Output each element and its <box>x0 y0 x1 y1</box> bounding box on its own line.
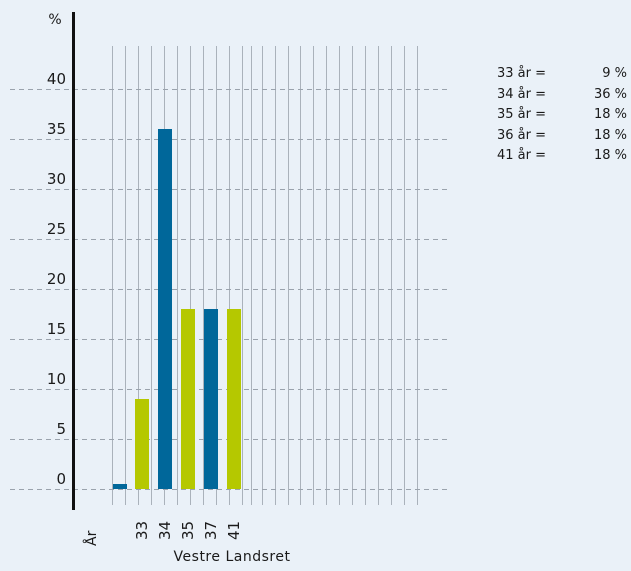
y-tick-label: 40 <box>47 70 66 88</box>
legend-label: 33 år = <box>497 66 547 81</box>
y-tick-label: 0 <box>56 470 66 488</box>
x-axis-label: Vestre Landsret <box>174 549 291 565</box>
legend-row: 35 år = 18 % <box>497 105 629 126</box>
x-axis-prefix-label: År <box>83 530 100 546</box>
bar-37 <box>204 309 218 489</box>
bar-34 <box>158 129 172 489</box>
bar-35 <box>181 309 195 489</box>
legend-value: 36 % <box>593 86 627 102</box>
y-axis-label: % <box>48 12 61 28</box>
y-tick-labels: 0 5 10 15 20 25 30 35 40 <box>47 70 66 488</box>
x-tick-label: 33 <box>133 521 151 540</box>
legend-value: 18 % <box>593 127 627 143</box>
legend-label: 35 år = <box>497 107 547 122</box>
y-tick-label: 15 <box>47 320 66 338</box>
legend-value: 9 % <box>602 66 627 81</box>
y-tick-label: 5 <box>56 420 66 438</box>
y-tick-label: 25 <box>47 220 66 238</box>
x-tick-label: 41 <box>225 521 243 540</box>
y-tick-label: 35 <box>47 120 66 138</box>
legend-label: 34 år = <box>497 86 547 102</box>
bar-32 <box>113 484 127 489</box>
legend-row: 36 år = 18 % <box>497 126 629 147</box>
legend-row: 33 år = 9 % <box>497 64 629 85</box>
y-tick-label: 10 <box>47 370 66 388</box>
x-tick-label: 37 <box>202 521 220 540</box>
legend-label: 36 år = <box>497 127 547 143</box>
y-tick-label: 30 <box>47 170 66 188</box>
x-tick-labels: 33 34 35 37 41 <box>133 521 243 540</box>
bar-33 <box>135 399 149 489</box>
legend-row: 34 år = 36 % <box>497 85 629 106</box>
bar-41 <box>227 309 241 489</box>
legend-value: 18 % <box>593 107 627 122</box>
legend-row: 41 år = 18 % <box>497 146 629 167</box>
x-tick-label: 34 <box>156 521 174 540</box>
x-tick-label: 35 <box>179 521 197 540</box>
legend-label: 41 år = <box>497 148 547 163</box>
y-tick-label: 20 <box>47 270 66 288</box>
legend-value: 18 % <box>593 148 627 163</box>
legend: 33 år = 9 % 34 år = 36 % 35 år = 18 % 36… <box>497 64 629 167</box>
bars <box>113 129 241 489</box>
vertical-grid-lines <box>112 46 418 505</box>
